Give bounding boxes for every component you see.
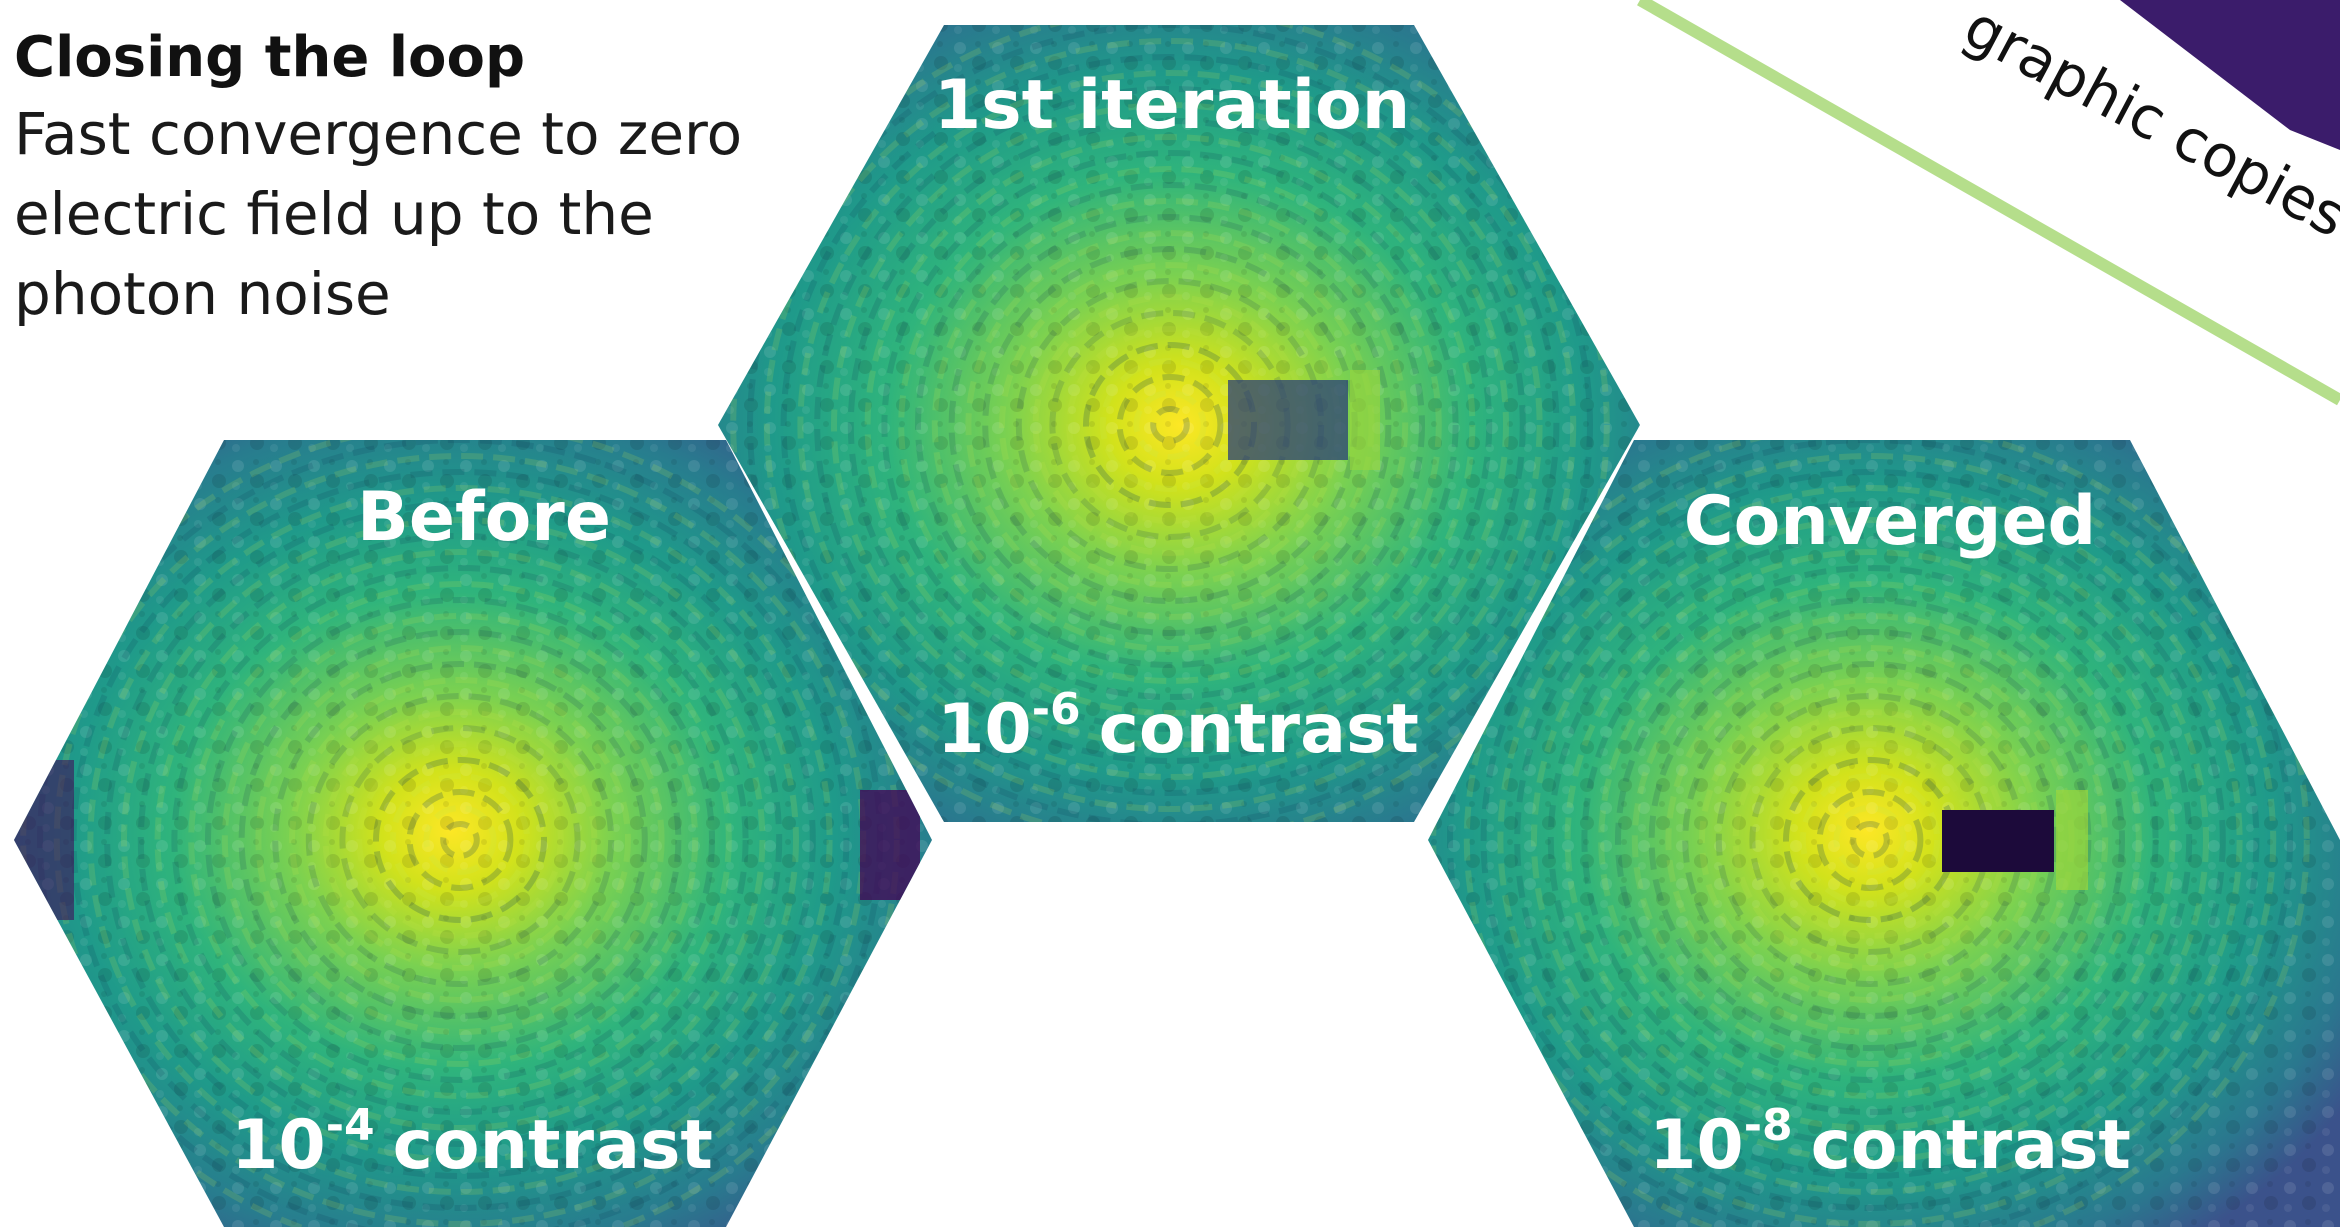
- speckle-ring: [1430, 440, 2310, 1227]
- speckle-ring: [1816, 789, 1924, 891]
- speckle-ring: [814, 86, 1526, 764]
- speckle-ring: [763, 38, 1577, 812]
- speckle-ring: [1463, 453, 2277, 1227]
- panel-contrast-first-iteration: 10-6 contrast: [937, 684, 1419, 769]
- dark-hole-first: [1228, 380, 1348, 460]
- speckle-ring: [272, 661, 648, 1019]
- speckle-ring: [831, 102, 1509, 748]
- speckle-ring: [255, 645, 665, 1035]
- speckle-ring: [1615, 597, 2125, 1083]
- speckle-ring: [1150, 406, 1190, 444]
- speckle-rings-converged: [1430, 440, 2310, 1227]
- speckle-ring: [389, 773, 531, 907]
- speckle-ring: [1581, 565, 2159, 1115]
- panel-contrast-before: 10-4 contrast: [231, 1100, 713, 1185]
- panel-first-iteration: [718, 25, 1640, 822]
- intro-line: Fast convergence to zero: [14, 100, 743, 168]
- intro-line: photon noise: [14, 260, 391, 328]
- corner-hexagon-fragment: [2120, 0, 2340, 150]
- panel-title-first-iteration: 1st iteration: [934, 66, 1410, 145]
- speckle-ring: [881, 150, 1459, 700]
- speckle-ring: [1598, 581, 2142, 1099]
- speckle-ring: [221, 613, 699, 1067]
- speckle-ring: [1850, 821, 1890, 859]
- accent-diagonal-line: [1637, 0, 2340, 406]
- speckle-ring: [356, 741, 564, 939]
- speckle-ring: [1648, 629, 2092, 1051]
- dark-hole-converged: [1942, 810, 2054, 872]
- speckle-ring: [1682, 661, 2058, 1019]
- speckle-ring: [730, 25, 1610, 822]
- speckle-ring: [87, 485, 833, 1195]
- speckle-ring: [948, 214, 1392, 636]
- panel-title-converged: Converged: [1684, 482, 2096, 561]
- intro-line: electric field up to the: [14, 180, 654, 248]
- speckle-ring: [289, 677, 631, 1003]
- speckle-ring: [205, 597, 715, 1083]
- speckle-ring: [121, 517, 799, 1163]
- speckle-ring: [171, 565, 749, 1115]
- speckle-ring: [915, 182, 1425, 668]
- speckle-ring: [931, 198, 1409, 652]
- speckle-ring: [1631, 613, 2109, 1067]
- intro-title: Closing the loop: [14, 25, 526, 90]
- speckle-ring: [864, 134, 1476, 716]
- panel-converged: [1428, 440, 2340, 1227]
- speckle-ring: [238, 629, 682, 1051]
- speckle-ring: [1480, 469, 2260, 1211]
- panel-title-before: Before: [357, 478, 611, 557]
- corner-dark-right: [860, 790, 920, 900]
- speckle-ring: [1547, 533, 2193, 1147]
- speckle-ring: [440, 821, 480, 859]
- corner-dark-left: [14, 760, 74, 920]
- speckle-ring: [780, 54, 1560, 796]
- speckle-ring: [406, 789, 514, 891]
- speckle-ring: [305, 693, 615, 987]
- speckle-ring: [154, 549, 766, 1131]
- speckle-ring: [188, 581, 732, 1099]
- panel-contrast-converged: 10-8 contrast: [1649, 1100, 2131, 1185]
- speckle-ring: [1116, 374, 1224, 476]
- speckle-ring: [1833, 805, 1907, 875]
- intro-block: Closing the loop Fast convergence to zer…: [14, 22, 774, 334]
- speckle-ring: [1514, 501, 2226, 1179]
- speckle-ring: [104, 501, 816, 1179]
- speckle-ring: [137, 533, 783, 1147]
- speckle-ring: [423, 805, 497, 875]
- speckle-ring: [797, 70, 1543, 780]
- speckle-ring: [1564, 549, 2176, 1131]
- speckle-ring: [1799, 773, 1941, 907]
- panel-before: [14, 440, 932, 1227]
- intro-body: Fast convergence to zero electric field …: [14, 94, 774, 334]
- speckle-ring: [747, 25, 1593, 822]
- speckle-ring: [1531, 517, 2209, 1163]
- speckle-ring: [847, 118, 1493, 732]
- speckle-ring: [1497, 485, 2243, 1195]
- speckle-ring: [1447, 440, 2293, 1227]
- speckle-ring: [322, 709, 598, 971]
- speckle-ring: [898, 166, 1442, 684]
- speckle-ring: [339, 725, 581, 955]
- speckle-ring: [1133, 390, 1207, 460]
- speckle-ring: [373, 757, 547, 923]
